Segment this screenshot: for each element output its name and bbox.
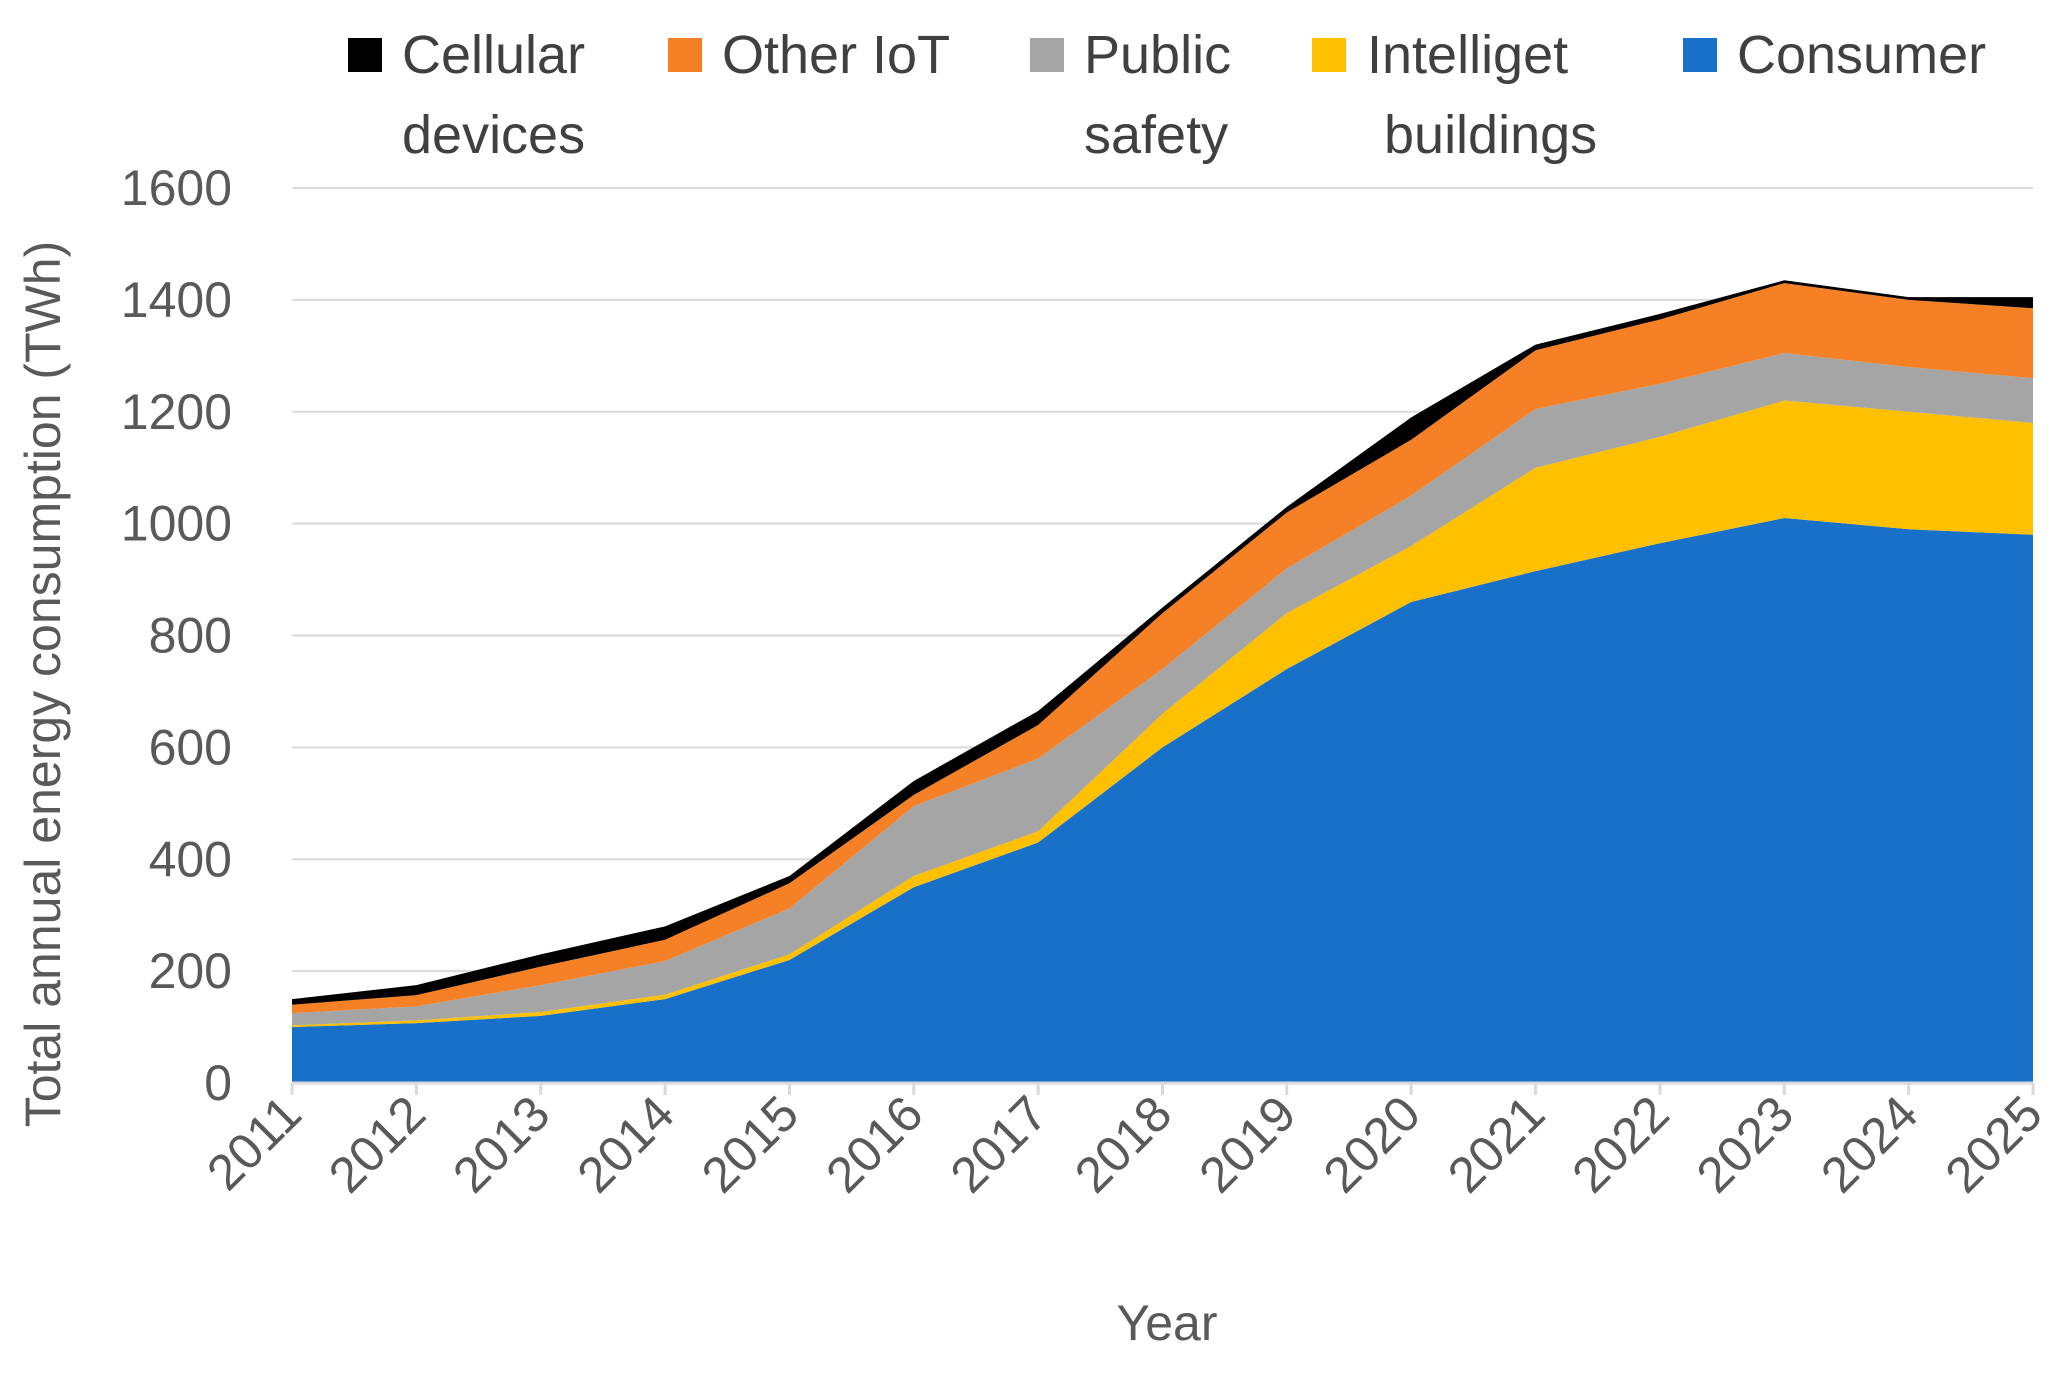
y-tick-label: 0 [204, 1055, 232, 1111]
legend-swatch [1030, 38, 1064, 72]
y-axis-title: Total annual energy consumption (TWh) [15, 241, 71, 1128]
x-tick-label: 2020 [1313, 1085, 1431, 1203]
x-axis-line [290, 1081, 2035, 1095]
y-tick-labels: 0 200 400 600 800 1000 1200 1400 1600 [121, 160, 232, 1111]
legend-label: safety [1084, 105, 1228, 165]
x-tick-label: 2015 [691, 1085, 809, 1203]
legend: Cellular devices Other IoT Public safety Inte… [348, 25, 1986, 165]
x-axis-title: Year [1116, 1295, 1217, 1351]
y-tick-label: 1400 [121, 272, 232, 328]
legend-item-other-iot: Other IoT [668, 25, 950, 85]
x-tick-labels: 2011 2012 2013 2014 2015 2016 2017 2018 2019 2020… [196, 1085, 2053, 1203]
legend-label: Consumer [1737, 25, 1986, 85]
y-tick-label: 800 [149, 608, 232, 664]
x-tick-label: 2021 [1437, 1085, 1555, 1203]
area-consumer [292, 518, 2033, 1083]
legend-label: Other IoT [722, 25, 950, 85]
legend-item-consumer: Consumer [1683, 25, 1986, 85]
y-tick-label: 400 [149, 831, 232, 887]
area-other-iot [292, 283, 2033, 1014]
legend-swatch [348, 38, 382, 72]
y-tick-label: 1200 [121, 384, 232, 440]
legend-label: buildings [1384, 105, 1597, 165]
x-tick-label: 2018 [1064, 1085, 1182, 1203]
area-public-safety [292, 353, 2033, 1026]
legend-swatch [668, 38, 702, 72]
legend-item-intelliget-buildings: Intelliget buildings [1312, 25, 1597, 165]
legend-label: devices [402, 105, 585, 165]
legend-swatch [1312, 38, 1346, 72]
y-tick-label: 1600 [121, 160, 232, 216]
x-tick-label: 2016 [815, 1085, 933, 1203]
legend-item-cellular-devices: Cellular devices [348, 25, 585, 165]
legend-label: Public [1084, 25, 1231, 85]
x-tick-label: 2012 [318, 1085, 436, 1203]
area-series [292, 280, 2033, 1083]
x-tick-label: 2025 [1935, 1085, 2053, 1203]
x-tick-label: 2022 [1561, 1085, 1679, 1203]
legend-label: Cellular [402, 25, 585, 85]
x-tick-label: 2024 [1810, 1085, 1928, 1203]
legend-item-public-safety: Public safety [1030, 25, 1231, 165]
x-tick-label: 2023 [1686, 1085, 1804, 1203]
y-tick-label: 600 [149, 719, 232, 775]
x-tick-label: 2017 [940, 1085, 1058, 1203]
y-tick-label: 200 [149, 943, 232, 999]
area-intelliget-buildings [292, 400, 2033, 1028]
y-tick-label: 1000 [121, 496, 232, 552]
x-tick-label: 2014 [567, 1085, 685, 1203]
x-tick-label: 2019 [1188, 1085, 1306, 1203]
legend-swatch [1683, 38, 1717, 72]
legend-label: Intelliget [1367, 25, 1568, 85]
x-tick-label: 2013 [442, 1085, 560, 1203]
